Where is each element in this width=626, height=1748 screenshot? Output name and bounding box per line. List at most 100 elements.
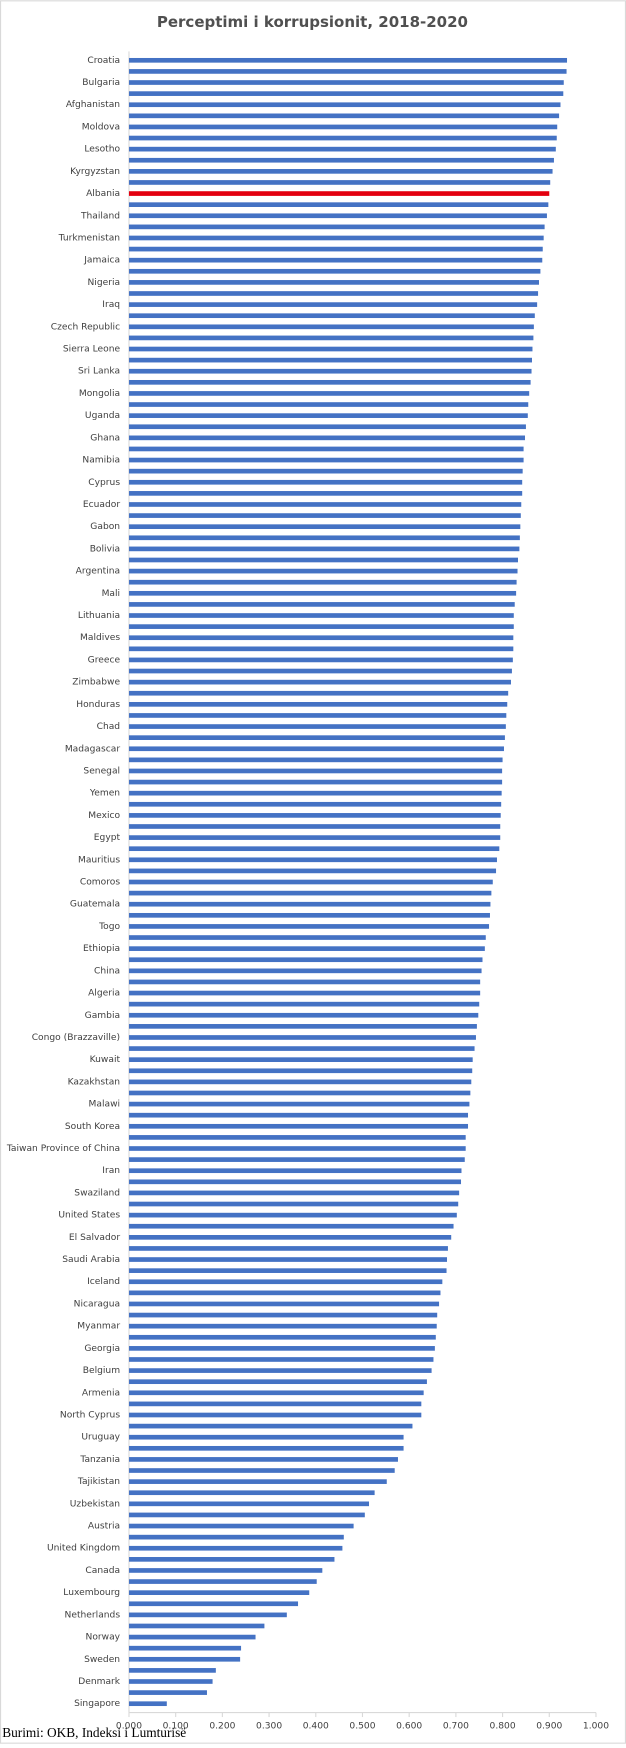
bar — [128, 1101, 470, 1107]
y-tick-label: Kazakhstan — [68, 1077, 120, 1087]
bar — [128, 824, 501, 829]
y-tick-label: Malawi — [89, 1100, 121, 1110]
bar — [128, 957, 483, 963]
bar — [128, 1690, 207, 1695]
y-tick-label: Nicaragua — [74, 1299, 120, 1309]
bar — [128, 690, 509, 696]
y-tick-label: Austria — [88, 1522, 120, 1532]
y-tick-label: Yemen — [89, 789, 120, 799]
x-tick-label: 0.200 — [209, 1721, 235, 1731]
y-tick-label: Netherlands — [65, 1610, 121, 1620]
y-tick-label: Sierra Leone — [63, 345, 121, 355]
bar — [128, 1035, 476, 1040]
bar — [128, 1168, 462, 1174]
bar — [128, 546, 520, 552]
y-tick-label: Taiwan Province of China — [6, 1144, 120, 1154]
bar — [128, 313, 535, 319]
bar — [128, 901, 491, 907]
bar — [128, 357, 532, 363]
y-tick-label: Ethiopia — [83, 944, 120, 954]
y-tick-label: Canada — [85, 1566, 120, 1576]
bar — [128, 1634, 256, 1640]
bar — [128, 1212, 457, 1218]
y-tick-label: Belgium — [83, 1366, 120, 1376]
bar — [128, 1501, 370, 1507]
bar — [128, 1179, 462, 1185]
bar — [128, 135, 557, 141]
x-tick-label: 0.900 — [536, 1721, 562, 1731]
bar — [128, 402, 529, 407]
bar — [128, 224, 545, 230]
bar — [128, 557, 518, 563]
y-tick-label: Thailand — [80, 211, 120, 221]
y-tick-label: Zimbabwe — [72, 678, 120, 688]
bar — [128, 1068, 473, 1074]
bar — [128, 1656, 241, 1662]
y-tick-label: Algeria — [88, 989, 120, 999]
bar — [128, 635, 514, 641]
bar — [128, 990, 481, 996]
bar — [128, 1601, 299, 1607]
x-tick-label: 1.000 — [583, 1721, 609, 1731]
bar — [128, 1157, 465, 1162]
y-tick-label: Bulgaria — [82, 78, 120, 88]
y-tick-label: Iraq — [102, 300, 120, 310]
bar — [128, 1201, 459, 1207]
y-tick-label: Jamaica — [83, 256, 120, 266]
bar — [128, 590, 517, 596]
bar — [128, 868, 497, 874]
bar — [128, 724, 506, 729]
bar — [128, 613, 514, 618]
bar — [128, 368, 532, 374]
bar — [128, 257, 543, 263]
bar — [128, 1001, 480, 1007]
y-tick-label: Tanzania — [79, 1455, 120, 1465]
bar — [128, 69, 567, 74]
bar — [128, 535, 520, 541]
y-tick-label: Turkmenistan — [58, 233, 120, 243]
bar — [128, 1135, 466, 1140]
bar — [128, 857, 497, 863]
x-tick-label: 0.400 — [303, 1721, 329, 1731]
y-tick-label: Uruguay — [81, 1433, 120, 1443]
bar — [128, 268, 541, 274]
bar — [128, 291, 539, 296]
bar — [128, 1146, 466, 1151]
bar — [128, 1390, 424, 1396]
bar — [128, 668, 512, 674]
y-tick-label: Singapore — [74, 1699, 120, 1709]
bar — [128, 835, 501, 840]
bar — [128, 302, 538, 307]
bar — [128, 1312, 438, 1318]
bar — [128, 1568, 323, 1573]
chart-title: Perceptimi i korrupsionit, 2018-2020 — [157, 13, 468, 31]
bar — [128, 413, 528, 418]
bar — [128, 524, 521, 530]
bar — [128, 435, 525, 441]
bar — [128, 80, 564, 85]
bar — [128, 379, 531, 385]
bar — [128, 1024, 477, 1029]
bar — [128, 813, 501, 818]
bar — [128, 1557, 335, 1562]
bar — [128, 1290, 441, 1296]
y-tick-label: Georgia — [84, 1344, 120, 1354]
y-tick-label: Chad — [97, 722, 121, 732]
bar — [128, 91, 564, 96]
y-tick-label: El Salvador — [69, 1233, 120, 1243]
bar — [128, 513, 521, 518]
bar — [128, 157, 554, 163]
bar — [128, 624, 514, 629]
bar — [128, 1468, 395, 1473]
y-tick-label: Ecuador — [83, 500, 120, 510]
bar — [128, 1246, 448, 1251]
y-tick-label: Congo (Brazzaville) — [32, 1033, 120, 1043]
bar — [128, 280, 540, 285]
y-tick-label: Comoros — [80, 878, 120, 888]
y-tick-label: Sweden — [84, 1655, 120, 1665]
y-tick-label: Lesotho — [84, 145, 120, 155]
bar — [128, 1623, 265, 1629]
x-tick-label: 0.500 — [349, 1721, 375, 1731]
y-tick-label: Namibia — [82, 456, 120, 466]
bar — [128, 1701, 167, 1707]
